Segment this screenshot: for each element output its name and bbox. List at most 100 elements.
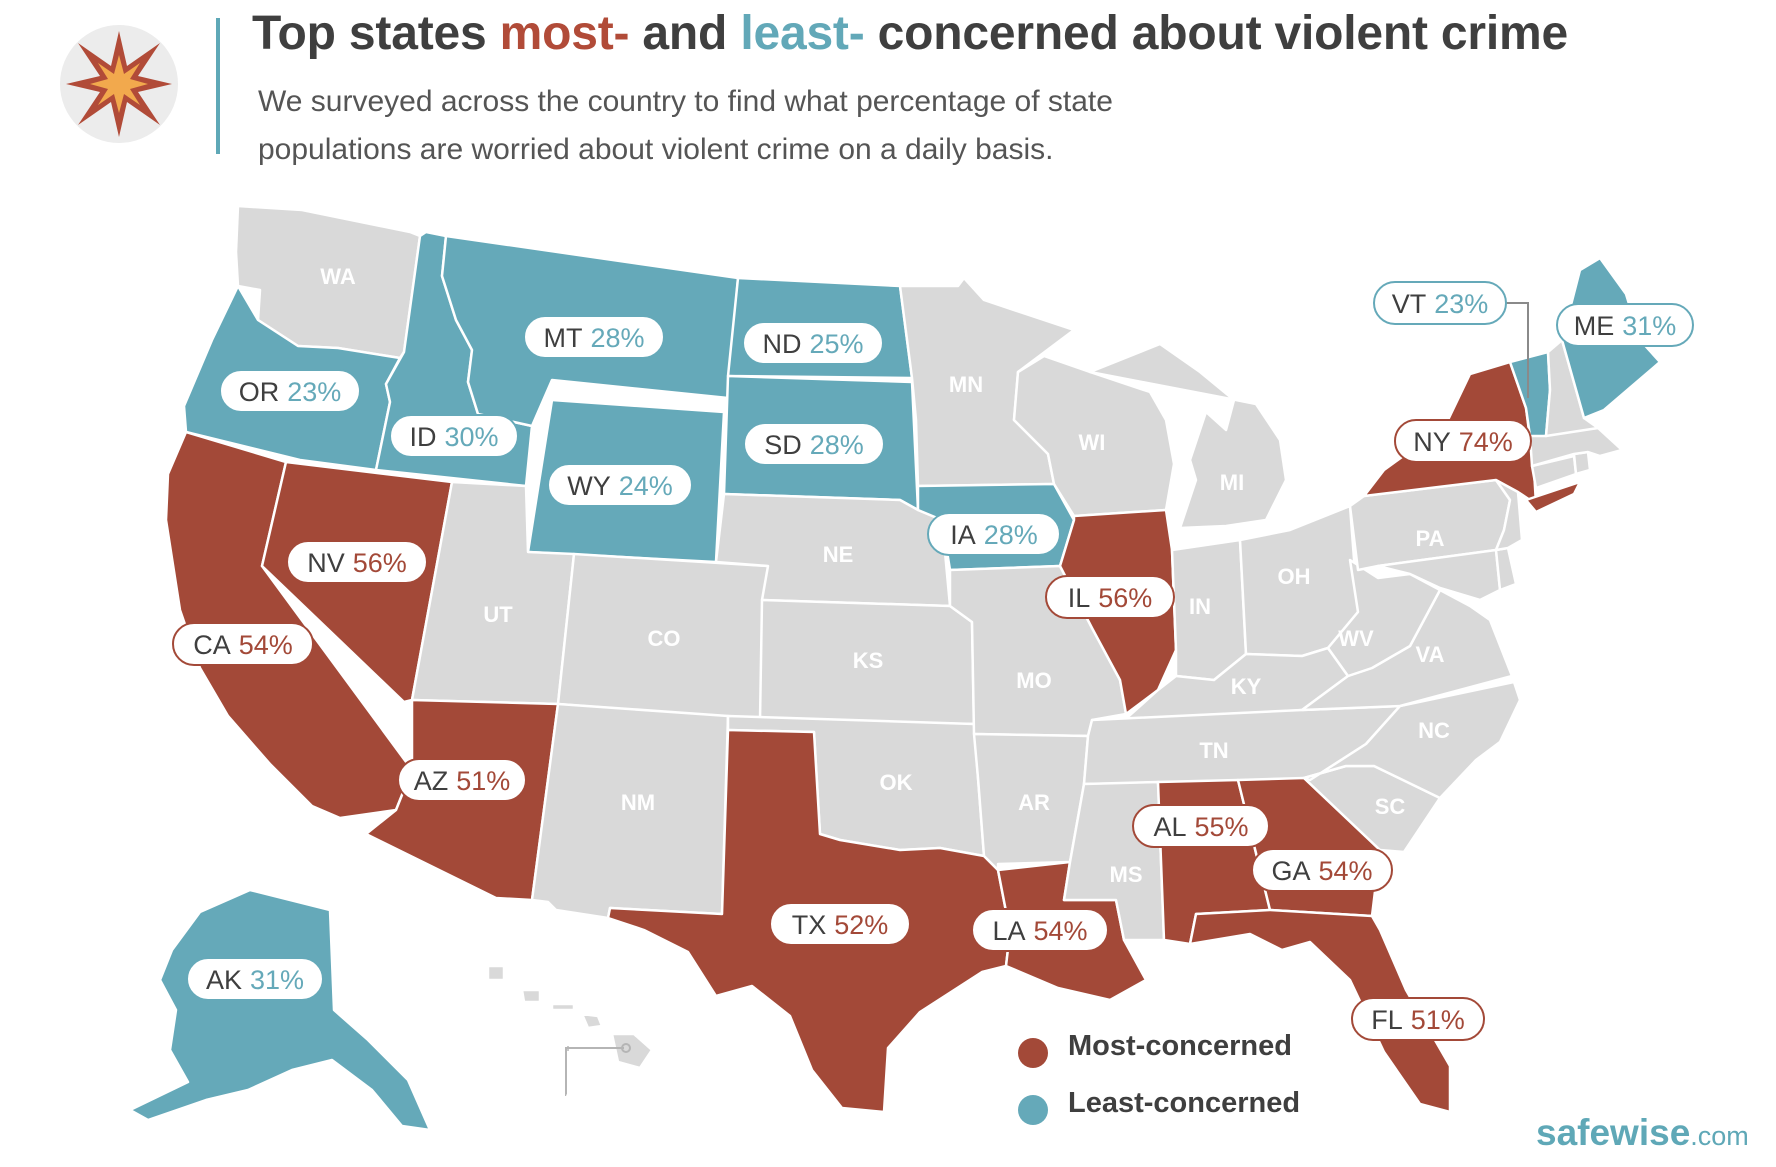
map-label-co: CO — [648, 626, 681, 651]
state-ma — [1528, 426, 1624, 468]
callout-value: 28% — [590, 323, 644, 353]
callout-text: MT 28% — [543, 323, 644, 353]
callout-background — [971, 908, 1109, 952]
callout-value: 74% — [1459, 427, 1513, 457]
callout-value: 54% — [1033, 916, 1087, 946]
callout-az: AZ 51% — [397, 758, 527, 802]
callout-ak: AK 31% — [186, 957, 324, 1001]
title-middle: and — [629, 7, 741, 60]
map-label-wa: WA — [320, 264, 356, 289]
hi-connector — [565, 1047, 624, 1096]
callout-value: 28% — [810, 430, 864, 460]
callout-background — [742, 321, 884, 365]
callout-state: FL — [1371, 1005, 1403, 1035]
callout-text: IL 56% — [1068, 583, 1153, 613]
callout-state: ME — [1574, 311, 1615, 341]
callout-value: 28% — [984, 520, 1038, 550]
map-label-hi: HI — [555, 1090, 577, 1115]
callout-or: OR 23% — [219, 369, 361, 413]
callout-text: AZ 51% — [414, 766, 511, 796]
map-label-wv: WV — [1338, 626, 1374, 651]
callout-state: CA — [193, 630, 231, 660]
callout-il: IL 56% — [1045, 575, 1175, 619]
callout-text: GA 54% — [1271, 856, 1372, 886]
map-label-mo: MO — [1016, 668, 1051, 693]
brand-suffix: .com — [1690, 1121, 1749, 1151]
callout-vt: VT 23% — [1373, 281, 1507, 325]
callout-wy: WY 24% — [547, 463, 693, 507]
callout-state: SD — [764, 430, 802, 460]
callout-background — [1132, 804, 1270, 848]
callout-state: TX — [792, 910, 827, 940]
callout-value: 24% — [619, 471, 673, 501]
callout-value: 51% — [456, 766, 510, 796]
brand-name: safewise — [1536, 1112, 1691, 1153]
state-ri — [1572, 450, 1592, 476]
callout-background — [1556, 303, 1694, 347]
callout-ny: NY 74% — [1394, 419, 1532, 463]
callout-background — [769, 902, 911, 946]
callout-state: OR — [239, 377, 280, 407]
state-nc — [1302, 680, 1522, 800]
map-label-ar: AR — [1018, 790, 1050, 815]
callout-state: ND — [762, 329, 801, 359]
callout-background — [927, 512, 1061, 556]
starburst-badge — [60, 25, 178, 143]
map-label-ks: KS — [853, 648, 884, 673]
callout-text: TX 52% — [792, 910, 889, 940]
callout-text: NY 74% — [1413, 427, 1513, 457]
callout-value: 31% — [1622, 311, 1676, 341]
state-hi-molokai — [550, 1002, 576, 1012]
callout-text: OR 23% — [239, 377, 342, 407]
hi-connector-dot — [621, 1043, 631, 1053]
header-divider — [216, 18, 220, 154]
callout-text: FL 51% — [1371, 1005, 1465, 1035]
callout-background — [1045, 575, 1175, 619]
callout-background — [1251, 848, 1393, 892]
callout-text: ND 25% — [762, 329, 863, 359]
map-label-tn: TN — [1199, 738, 1228, 763]
legend-label-most: Most-concerned — [1068, 1030, 1292, 1062]
map-label-ms: MS — [1110, 862, 1143, 887]
callout-al: AL 55% — [1132, 804, 1270, 848]
callout-ga: GA 54% — [1251, 848, 1393, 892]
map-label-ne: NE — [823, 542, 854, 567]
callout-background — [172, 622, 314, 666]
map-label-ok: OK — [880, 770, 913, 795]
callout-value: 54% — [239, 630, 293, 660]
callout-fl: FL 51% — [1351, 997, 1485, 1041]
title-least: least- — [740, 7, 865, 60]
callout-text: NV 56% — [307, 548, 407, 578]
callout-background — [286, 540, 428, 584]
callout-text: VT 23% — [1392, 289, 1489, 319]
map-label-va: VA — [1416, 642, 1445, 667]
callout-state: MT — [543, 323, 582, 353]
callout-ia: IA 28% — [927, 512, 1061, 556]
title-suffix: concerned about violent crime — [864, 7, 1569, 60]
callout-la: LA 54% — [971, 908, 1109, 952]
callout-background — [523, 315, 665, 359]
callout-text: AL 55% — [1153, 812, 1248, 842]
map-label-nm: NM — [621, 790, 655, 815]
callout-background — [219, 369, 361, 413]
state-mi — [1088, 342, 1288, 530]
map-label-ky: KY — [1231, 674, 1262, 699]
brand-logo: safewise.com — [1536, 1112, 1749, 1154]
state-hi-hawaii — [610, 1032, 654, 1070]
callout-value: 51% — [1411, 1005, 1465, 1035]
callout-value: 30% — [444, 422, 498, 452]
map-label-mi: MI — [1220, 470, 1244, 495]
callout-ca: CA 54% — [172, 622, 314, 666]
callout-state: GA — [1271, 856, 1310, 886]
callout-background — [1394, 419, 1532, 463]
callout-me: ME 31% — [1556, 303, 1694, 347]
callout-state: AK — [206, 965, 242, 995]
callout-nv: NV 56% — [286, 540, 428, 584]
state-hi-kauai — [486, 964, 506, 982]
legend-label-least: Least-concerned — [1068, 1087, 1301, 1119]
callout-background — [397, 758, 527, 802]
state-ny-long-island — [1524, 480, 1582, 514]
state-ak — [128, 888, 432, 1132]
legend-dot-least — [1018, 1095, 1048, 1125]
